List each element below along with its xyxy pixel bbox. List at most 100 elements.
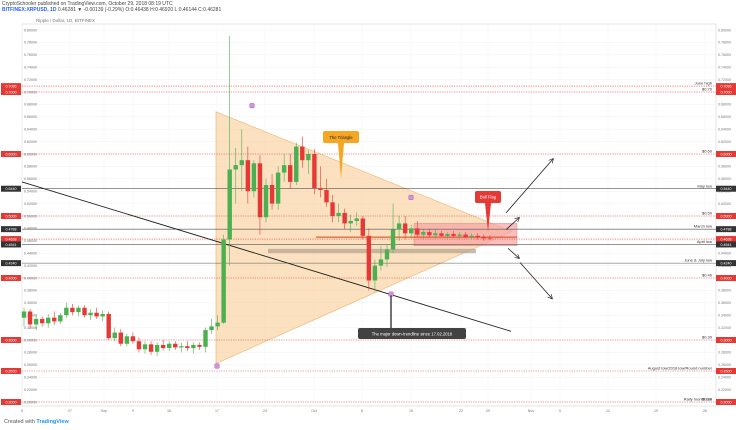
- level-price-text-left: 0.2500: [6, 369, 17, 373]
- x-tick-label: 22: [459, 409, 463, 413]
- level-price-box-left: [1, 399, 21, 405]
- candle-body: [372, 265, 378, 281]
- candle-body: [227, 169, 232, 240]
- down-trendline: [21, 181, 512, 332]
- candle-body: [124, 336, 130, 344]
- candle-body: [257, 163, 263, 218]
- candle-body: [487, 238, 493, 239]
- level-price-text-left: 0.4628: [6, 237, 17, 241]
- level-price-box-left: [1, 151, 21, 157]
- candle-body: [421, 232, 426, 235]
- level-price-text-right: 0.7095: [721, 84, 732, 88]
- y-tick-label-right: 0.76000: [718, 53, 731, 57]
- y-tick-label-left: 0.30000: [24, 338, 37, 342]
- author-name[interactable]: CryptoSchooler: [2, 1, 37, 7]
- projection-arrow: [507, 247, 519, 258]
- y-tick-label-left: 0.56000: [24, 177, 37, 181]
- candle-body: [82, 307, 87, 316]
- candle-body: [469, 235, 474, 238]
- level-price-box-right: [716, 241, 736, 248]
- y-tick-label-left: 0.52000: [24, 202, 37, 206]
- level-price-text-left: 0.4000: [6, 276, 17, 280]
- pivot-marker: [408, 194, 414, 200]
- x-tick-label: 26: [703, 409, 707, 413]
- level-fib-label: $0.40: [702, 273, 713, 278]
- x-tick-label: 8: [361, 409, 363, 413]
- level-price-text-right: 0.5000: [721, 214, 732, 218]
- y-tick-label-left: 0.54000: [24, 190, 37, 194]
- y-tick-label-left: 0.50000: [24, 214, 37, 218]
- candle-body: [94, 312, 99, 317]
- level-label: March low: [694, 224, 712, 229]
- level-price-text-right: 0.6000: [721, 152, 732, 156]
- bull-flag-callout-box: [475, 191, 501, 203]
- y-tick-label-right: 0.38000: [718, 289, 731, 293]
- candle-body: [185, 346, 190, 349]
- level-price-text-left: 0.2000: [6, 400, 17, 404]
- candle-body: [88, 312, 93, 316]
- level-price-box-left: [1, 226, 21, 233]
- candle-body: [215, 322, 220, 327]
- candle-body: [167, 343, 172, 349]
- y-tick-label-left: 0.62000: [24, 140, 37, 144]
- x-tick-label: 24: [263, 409, 267, 413]
- level-fib-label: $0.20: [702, 397, 713, 402]
- level-price-text-left: 0.4541: [6, 243, 17, 247]
- level-price-box-left: [1, 83, 21, 90]
- trendline-callout-text: The major down-trendline since 17.02.201…: [372, 331, 453, 336]
- level-price-text-right: 0.4541: [721, 243, 732, 247]
- level-price-box-right: [716, 213, 736, 219]
- candle-body: [384, 249, 390, 260]
- footer-prefix: Created with: [4, 419, 35, 425]
- y-tick-label-right: 0.36000: [718, 301, 731, 305]
- candle-body: [439, 233, 444, 236]
- level-price-box-left: [1, 241, 21, 248]
- y-tick-label-left: 0.72000: [24, 78, 37, 82]
- candle-body: [342, 212, 347, 224]
- chart-header: CryptoSchooler published on TradingView.…: [2, 1, 602, 13]
- y-tick-label-right: 0.34000: [718, 314, 731, 318]
- level-label: June & July low: [684, 258, 712, 263]
- level-label: June high: [695, 81, 712, 86]
- candle-body: [330, 202, 335, 216]
- triangle-callout-pointer: [338, 143, 344, 179]
- y-tick-label-left: 0.26000: [24, 363, 37, 367]
- candle-body: [100, 313, 105, 317]
- level-price-box-right: [716, 151, 736, 157]
- tradingview-logo-icon[interactable]: TradingView: [36, 419, 69, 425]
- candle-body: [269, 185, 275, 204]
- y-tick-label-right: 0.78000: [718, 41, 731, 45]
- y-tick-label-right: 0.66000: [718, 115, 731, 119]
- level-price-text-right: 0.2000: [721, 400, 732, 404]
- y-tick-label-right: 0.64000: [718, 128, 731, 132]
- level-price-box-left: [1, 337, 21, 343]
- footer-credit: Created with TradingView: [4, 419, 69, 425]
- candle-body: [390, 229, 396, 250]
- y-tick-label-left: 0.46000: [24, 239, 37, 243]
- level-price-text-left: 0.5000: [6, 214, 17, 218]
- y-tick-label-left: 0.36000: [24, 301, 37, 305]
- candle-body: [324, 189, 329, 203]
- x-tick-label: 6: [21, 409, 23, 413]
- x-tick-label: 27: [68, 409, 72, 413]
- candle-body: [463, 234, 468, 238]
- triangle-callout-box: [323, 131, 359, 143]
- candle-body: [154, 344, 160, 352]
- support-band: [268, 248, 476, 254]
- x-tick-label: 12: [606, 409, 610, 413]
- candle-body: [294, 146, 299, 182]
- y-tick-label-left: 0.20000: [24, 400, 37, 404]
- x-tick-label: 5: [559, 409, 561, 413]
- candle-body: [148, 344, 154, 352]
- candle-body: [251, 163, 257, 192]
- candle-body: [415, 228, 420, 235]
- candle-body: [245, 160, 251, 192]
- candle-body: [197, 344, 202, 347]
- candle-body: [457, 234, 462, 236]
- x-tick-label: 29: [486, 409, 490, 413]
- candle-body: [396, 223, 402, 230]
- candle-body: [281, 165, 287, 173]
- chart-subtitle: Ripple / Dollar, 1D, BITFINEX: [36, 18, 96, 23]
- published-text: published on TradingView.com, October 29…: [37, 1, 173, 7]
